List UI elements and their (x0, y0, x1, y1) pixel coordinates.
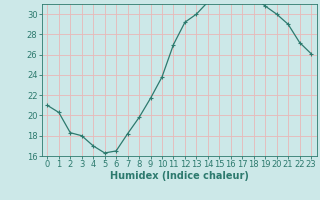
X-axis label: Humidex (Indice chaleur): Humidex (Indice chaleur) (110, 171, 249, 181)
